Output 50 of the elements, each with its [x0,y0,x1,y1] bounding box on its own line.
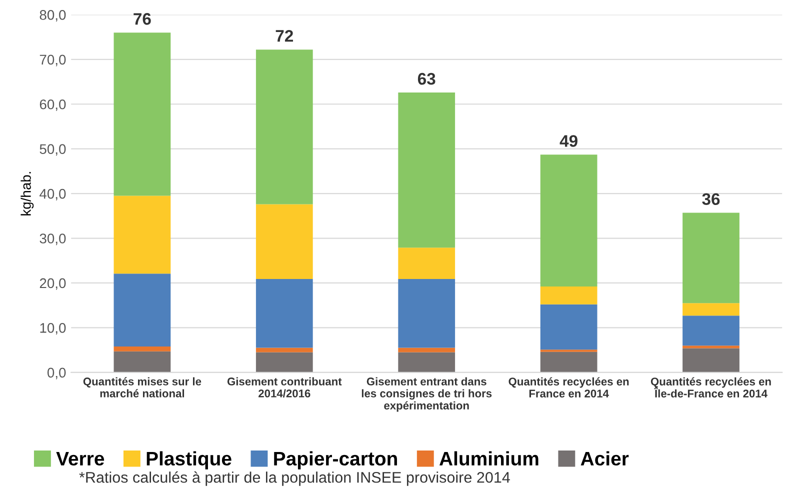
legend-label: Aluminium [439,451,538,466]
y-tick-label: 30,0 [40,234,66,246]
bar [682,212,740,304]
y-tick-label: 20,0 [40,278,66,290]
legend-label: Papier-carton [274,451,397,470]
total-label: 63 [418,72,436,85]
y-tick-label: 10,0 [40,323,66,334]
total-label: 76 [134,13,151,25]
bar [398,92,456,248]
bar [256,204,313,279]
bar [682,303,740,316]
total-label: 49 [560,135,578,147]
y-tick-label: 70,0 [40,54,66,66]
y-axis-title: kg/hab. [20,172,34,216]
legend-label: Plastique [146,451,232,470]
bar [114,346,171,352]
bar [114,32,171,196]
text: *Ratios calculés à partir de la population INSEE provisoire 2014 [79,471,510,486]
y-tick-label: 60,0 [40,99,66,111]
bar [540,286,598,304]
bar [398,352,456,372]
bar [256,50,313,204]
bar [114,351,171,372]
y-tick-label: 40,0 [40,188,66,200]
bar [256,352,313,372]
y-tick-label: 80,0 [40,10,66,22]
x-tick-label: Quantités mises sur le marché national [83,377,202,398]
bar [256,278,313,348]
bar [540,352,598,372]
bar [682,348,740,372]
bar [398,248,456,279]
total-label: 72 [276,30,294,42]
bar [398,278,456,348]
total-label: 36 [702,193,720,206]
bar [540,154,598,287]
x-tick-label: Quantités recyclées en France en 2014 [508,377,629,398]
x-tick-label: Gisement entrant dans les consignes de tri hors expérimentation [362,377,492,412]
bar [540,304,598,350]
bar [114,196,171,274]
y-tick-label: 0,0 [47,368,66,380]
bar [114,274,171,346]
y-tick-label: 50,0 [40,144,66,156]
bar [398,348,456,352]
bar [256,348,313,352]
bar [682,316,740,346]
bar [682,346,740,348]
legend-label: Verre [56,452,104,466]
legend-label: Acier [580,451,629,466]
x-tick-label: Quantités recyclées en Île-de-France en 2014 [650,377,771,398]
x-tick-label: Gisement contribuant 2014/2016 [227,377,342,398]
